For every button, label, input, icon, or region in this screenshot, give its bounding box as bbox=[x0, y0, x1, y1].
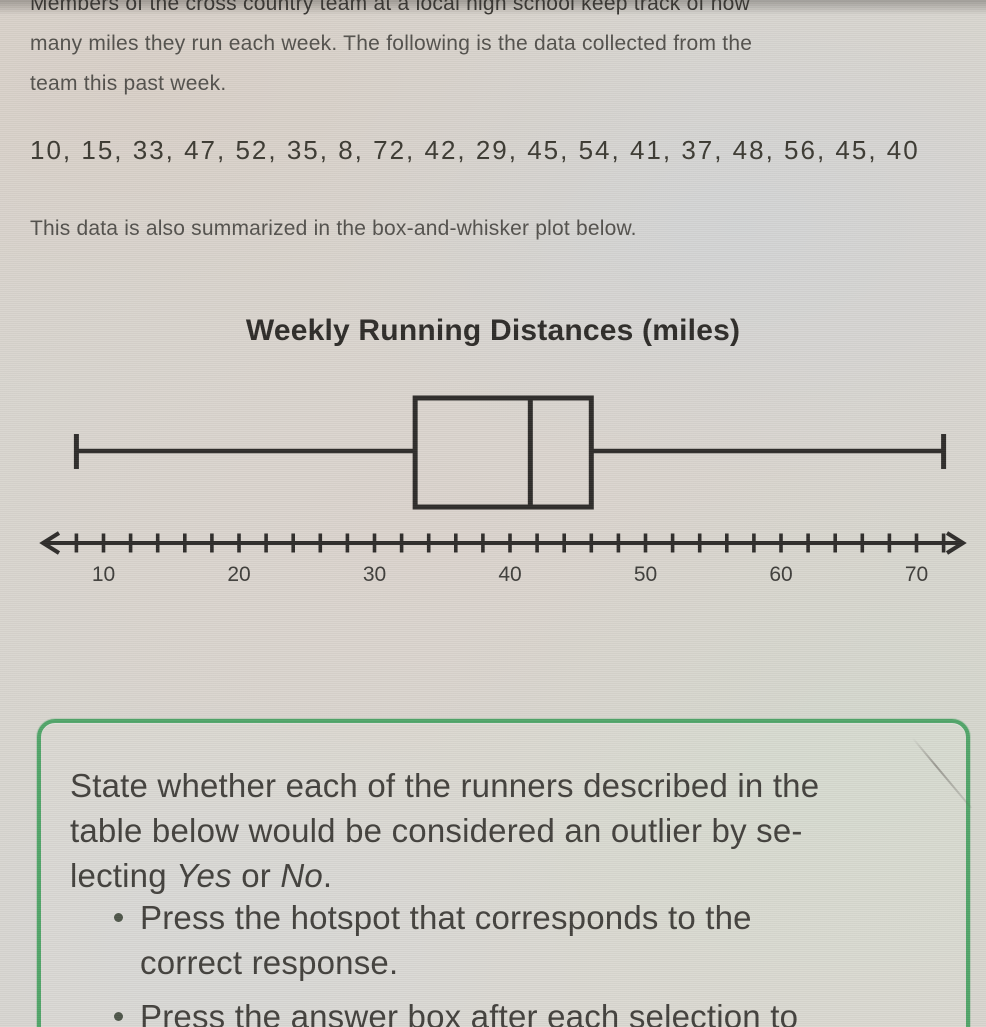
iqr-box bbox=[412, 395, 594, 510]
axis-tick-label: 10 bbox=[92, 563, 115, 586]
top-edge-shadow bbox=[0, 0, 986, 15]
bullet-line: correct response. bbox=[140, 944, 399, 981]
heading-line-1: State whether each of the runners descri… bbox=[70, 767, 820, 804]
text-fragment: lecting bbox=[70, 857, 177, 894]
bullet-item: Press the hotspot that corresponds to th… bbox=[70, 895, 798, 985]
boxplot-glyph bbox=[73, 395, 947, 510]
intro-line-3: team this past week. bbox=[30, 72, 227, 95]
axis-tick-label: 40 bbox=[498, 563, 521, 586]
italic-yes: Yes bbox=[176, 857, 232, 894]
intro-line-2: many miles they run each week. The follo… bbox=[30, 32, 753, 55]
instruction-heading: State whether each of the runners descri… bbox=[70, 763, 819, 898]
axis-tick-label: 50 bbox=[634, 563, 657, 586]
screen-scratch-artifact bbox=[911, 737, 973, 809]
axis-tick-label: 60 bbox=[769, 563, 792, 586]
axis-tick-label: 20 bbox=[227, 563, 250, 586]
text-fragment: or bbox=[231, 857, 281, 894]
bullet-line: Press the answer box after each selectio… bbox=[140, 998, 799, 1027]
summary-line: This data is also summarized in the box-… bbox=[30, 217, 637, 240]
box-and-whisker-plot: 10 20 30 40 50 60 70 bbox=[39, 395, 967, 586]
intro-paragraph: Members of the cross country team at a l… bbox=[30, 0, 752, 104]
intro-line-1: Members of the cross country team at a l… bbox=[30, 0, 752, 24]
data-values-line: 10, 15, 33, 47, 52, 35, 8, 72, 42, 29, 4… bbox=[30, 135, 920, 165]
bullet-item: Press the answer box after each selectio… bbox=[70, 994, 798, 1027]
bullet-dot bbox=[114, 913, 123, 922]
axis-tick-label: 30 bbox=[363, 563, 386, 586]
heading-line-2: table below would be considered an outli… bbox=[70, 812, 803, 849]
bullet-dot bbox=[114, 1012, 123, 1021]
chart-title: Weekly Running Distances (miles) bbox=[245, 314, 741, 347]
italic-no: No bbox=[280, 857, 323, 894]
axis-labels: 10 20 30 40 50 60 70 bbox=[92, 563, 928, 586]
bullet-line: Press the hotspot that corresponds to th… bbox=[140, 899, 752, 936]
text-fragment: . bbox=[322, 857, 333, 894]
instruction-box: State whether each of the runners descri… bbox=[37, 719, 973, 1027]
axis-arrow-right-icon bbox=[945, 531, 967, 555]
axis-arrow-left-icon bbox=[39, 531, 61, 555]
instruction-bullets: Press the hotspot that corresponds to th… bbox=[70, 895, 798, 1027]
heading-line-3: lecting Yes or No. bbox=[70, 853, 819, 898]
number-line-axis bbox=[39, 531, 967, 555]
axis-tick-label: 70 bbox=[905, 563, 928, 586]
